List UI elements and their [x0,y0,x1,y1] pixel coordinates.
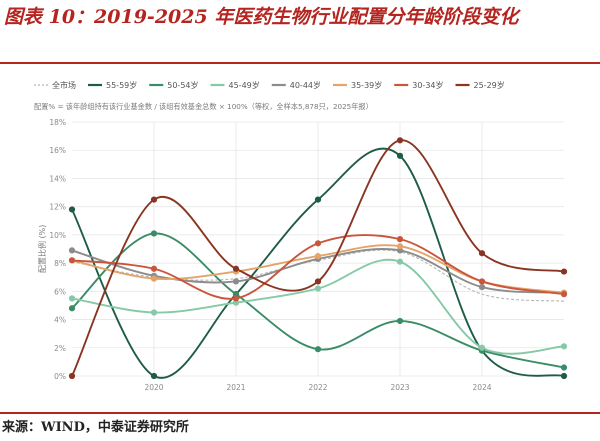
legend-item: 55-59岁 [88,80,137,90]
data-point [560,343,568,350]
data-point [68,206,76,213]
legend-item: 全市场 [34,80,76,90]
data-point [150,372,158,380]
data-point [68,247,76,254]
data-point [150,275,158,282]
legend-item: 40-44岁 [271,80,321,90]
legend-label: 25-29岁 [474,80,505,90]
data-point [478,344,486,351]
legend-item: 35-39岁 [333,80,382,90]
data-point [560,364,568,371]
y-tick-label: 12% [49,203,66,212]
data-point [396,236,404,243]
data-point [314,252,322,260]
data-point [560,372,568,380]
y-tick-label: 6% [54,287,66,296]
legend-item: 25-29岁 [455,80,505,90]
x-tick-label: 2024 [472,383,491,392]
data-point [150,265,158,272]
legend-label: 50-54岁 [167,80,198,90]
y-axis-label: 配置比例 (%) [37,225,47,273]
data-point [396,152,404,159]
data-point [396,243,404,250]
data-point [314,240,322,247]
data-point [478,278,486,285]
y-tick-label: 4% [54,316,66,325]
chart-container: 全市场 55-59岁 50-54岁 45-49岁 40-44岁 35-39岁 30-34岁 2… [30,72,598,408]
y-tick-label: 18% [49,118,66,127]
data-point [68,372,76,380]
data-point [150,309,158,316]
y-tick-label: 8% [54,259,66,268]
data-point [560,268,568,275]
legend-label: 45-49岁 [229,80,260,90]
data-point [314,285,322,292]
legend-label: 30-34岁 [412,80,443,90]
x-tick-label: 2023 [390,383,409,392]
data-point [232,278,240,285]
y-axis-ticks: 0% 2% 4% 6% 8% 10% 12% 14% 16% 18% [49,118,66,381]
y-tick-label: 0% [54,372,66,381]
data-point [232,295,240,302]
data-point [150,230,158,237]
data-point [478,250,486,257]
legend-item: 45-49岁 [210,80,260,90]
data-point [396,258,404,265]
title-divider [0,62,600,64]
line-chart: 全市场 55-59岁 50-54岁 45-49岁 40-44岁 35-39岁 30-34岁 2… [34,80,568,392]
legend-label: 40-44岁 [290,80,321,90]
data-point [232,265,240,272]
x-tick-label: 2021 [226,383,245,392]
data-point [314,346,322,353]
data-point [68,295,76,302]
data-point [396,317,404,325]
data-point [314,278,322,285]
x-tick-label: 2022 [308,383,327,392]
chart-subtitle: 配置% = 该年龄组持有该行业基金数 / 该组有效基金总数 × 100%（等权，… [34,102,373,111]
x-axis-ticks: 2020 2021 2022 2023 2024 [144,383,491,392]
x-tick-label: 2020 [144,383,163,392]
data-point [396,137,404,144]
y-tick-label: 2% [54,344,66,353]
chart-grid [72,121,564,377]
figure-title: 图表 10：2019-2025 年医药生物行业配置分年龄阶段变化 [4,6,519,28]
series-line [71,249,565,302]
figure-source: 来源：WIND，中泰证券研究所 [2,420,189,435]
y-tick-label: 10% [49,231,66,240]
data-point [560,291,568,298]
source-divider [0,412,600,414]
legend-label: 55-59岁 [106,80,137,90]
data-point [68,257,76,264]
legend-label: 全市场 [52,80,76,90]
data-point [478,284,486,291]
y-tick-label: 14% [49,174,66,183]
data-point [314,196,322,203]
legend-label: 35-39岁 [351,80,382,90]
chart-legend: 全市场 55-59岁 50-54岁 45-49岁 40-44岁 35-39岁 30-34岁 2… [34,80,505,90]
data-point [68,305,76,312]
legend-item: 50-54岁 [149,80,199,90]
y-tick-label: 16% [49,146,66,155]
data-point [150,196,158,203]
series-points [68,137,568,380]
legend-item: 30-34岁 [394,80,444,90]
